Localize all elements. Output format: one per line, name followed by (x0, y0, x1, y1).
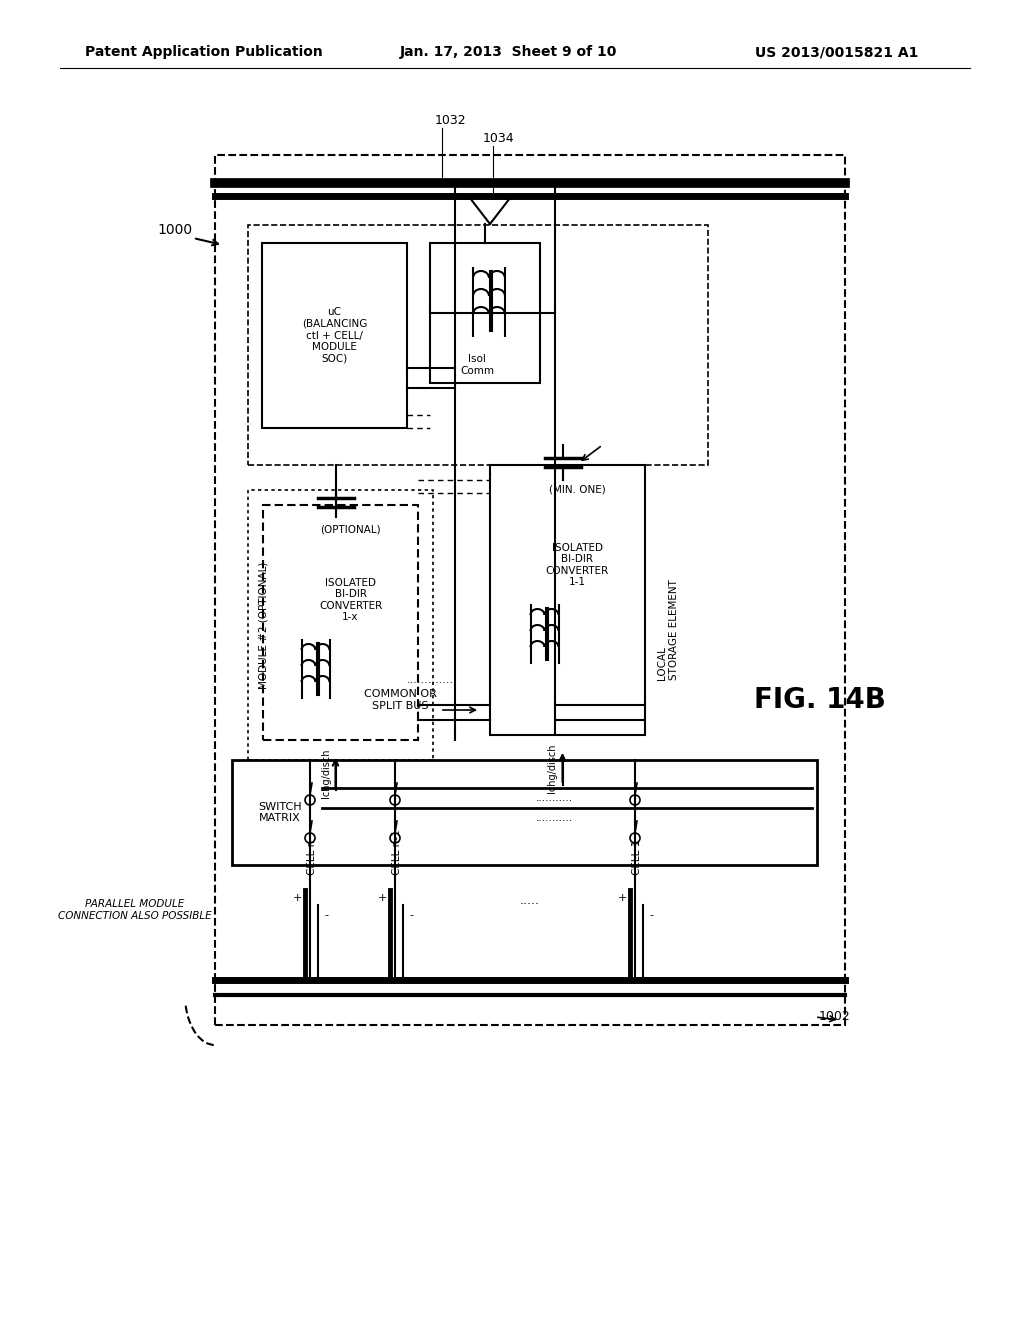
Text: (OPTIONAL): (OPTIONAL) (321, 525, 381, 535)
Text: CELL n-1: CELL n-1 (392, 829, 402, 875)
Text: Patent Application Publication: Patent Application Publication (85, 45, 323, 59)
Text: -: - (649, 909, 653, 920)
Text: (MIN. ONE): (MIN. ONE) (549, 484, 606, 495)
Text: FIG. 14B: FIG. 14B (754, 686, 886, 714)
Bar (263, 506, 418, 741)
Text: Jan. 17, 2013  Sheet 9 of 10: Jan. 17, 2013 Sheet 9 of 10 (400, 45, 617, 59)
Text: .............: ............. (407, 675, 454, 685)
Text: +: + (377, 894, 387, 903)
Text: -: - (409, 909, 413, 920)
Bar (215, 154, 845, 1026)
Text: .....: ..... (520, 894, 540, 907)
Bar (248, 224, 708, 465)
Text: COMMON OR
SPLIT BUS: COMMON OR SPLIT BUS (364, 689, 436, 710)
Text: LOCAL
STORAGE ELEMENT: LOCAL STORAGE ELEMENT (657, 579, 679, 680)
Text: uC
(BALANCING
ctl + CELL/
MODULE
SOC): uC (BALANCING ctl + CELL/ MODULE SOC) (302, 308, 368, 364)
Bar (490, 465, 645, 735)
Text: +: + (617, 894, 627, 903)
Text: MODULE #2 (OPTIONAL): MODULE #2 (OPTIONAL) (258, 561, 268, 689)
Text: ISOLATED
BI-DIR
CONVERTER
1-x: ISOLATED BI-DIR CONVERTER 1-x (318, 578, 382, 623)
Text: SWITCH
MATRIX: SWITCH MATRIX (258, 801, 302, 824)
Text: 1034: 1034 (482, 132, 514, 144)
Text: CELL n: CELL n (307, 840, 317, 875)
Bar (232, 760, 817, 865)
Text: 1000: 1000 (158, 223, 193, 238)
Text: ...........: ........... (536, 813, 573, 822)
Text: +: + (292, 894, 302, 903)
Text: ISOLATED
BI-DIR
CONVERTER
1-1: ISOLATED BI-DIR CONVERTER 1-1 (546, 543, 609, 587)
Bar (248, 490, 433, 760)
Text: 1032: 1032 (434, 114, 466, 127)
Text: PARALLEL MODULE
CONNECTION ALSO POSSIBLE: PARALLEL MODULE CONNECTION ALSO POSSIBLE (58, 899, 212, 921)
Text: Ichg/disch: Ichg/disch (321, 748, 331, 797)
Text: 1002: 1002 (819, 1011, 851, 1023)
Bar (262, 243, 407, 428)
Text: Ichg/disch: Ichg/disch (548, 743, 557, 793)
Text: CELL 1: CELL 1 (632, 840, 642, 875)
Text: ...........: ........... (536, 793, 573, 803)
Text: -: - (324, 909, 328, 920)
Text: US 2013/0015821 A1: US 2013/0015821 A1 (755, 45, 919, 59)
Bar (430, 243, 540, 383)
Text: Isol
Comm: Isol Comm (460, 354, 494, 376)
